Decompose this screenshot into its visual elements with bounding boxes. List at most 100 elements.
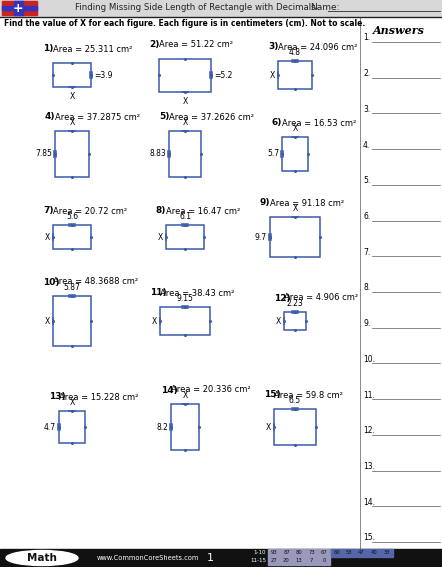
Bar bbox=[381, 549, 392, 557]
Text: 14): 14) bbox=[161, 386, 178, 395]
Text: X: X bbox=[158, 232, 163, 242]
Text: 2.23: 2.23 bbox=[286, 299, 303, 308]
Text: 47: 47 bbox=[358, 551, 365, 556]
Text: Area = 20.72 cm²: Area = 20.72 cm² bbox=[53, 206, 127, 215]
Text: 67: 67 bbox=[320, 551, 328, 556]
Bar bbox=[59, 411, 85, 443]
Text: Finding Missing Side Length of Rectangle with Decimals: Finding Missing Side Length of Rectangle… bbox=[75, 3, 315, 12]
Text: X: X bbox=[69, 92, 75, 101]
Text: Area = 4.906 cm²: Area = 4.906 cm² bbox=[284, 294, 358, 303]
Text: 5.7: 5.7 bbox=[267, 150, 279, 159]
Text: 4): 4) bbox=[45, 112, 56, 121]
Text: 13.: 13. bbox=[363, 462, 375, 471]
Text: 27: 27 bbox=[271, 558, 278, 564]
Bar bbox=[281, 549, 293, 557]
Text: X: X bbox=[292, 124, 297, 133]
Bar bbox=[368, 549, 380, 557]
Ellipse shape bbox=[6, 551, 78, 565]
Text: 11.: 11. bbox=[363, 391, 375, 400]
Text: www.CommonCoreSheets.com: www.CommonCoreSheets.com bbox=[97, 555, 199, 561]
Text: 15.: 15. bbox=[363, 534, 375, 543]
Bar bbox=[274, 409, 316, 445]
Text: 8.: 8. bbox=[363, 284, 370, 293]
Text: 12.: 12. bbox=[363, 426, 375, 435]
Text: 6.5: 6.5 bbox=[289, 396, 301, 405]
Bar bbox=[293, 557, 305, 565]
Bar bbox=[343, 549, 355, 557]
Bar bbox=[0, 0, 442, 16]
Text: X: X bbox=[276, 316, 281, 325]
Text: 1.: 1. bbox=[363, 33, 370, 43]
Text: 20: 20 bbox=[283, 558, 290, 564]
Text: =5.2: =5.2 bbox=[214, 70, 232, 79]
Bar bbox=[318, 557, 330, 565]
Text: X: X bbox=[183, 118, 187, 127]
Text: 8.2: 8.2 bbox=[156, 422, 168, 431]
Bar bbox=[278, 61, 312, 89]
Text: X: X bbox=[270, 70, 275, 79]
Text: 73: 73 bbox=[308, 551, 315, 556]
Text: 5): 5) bbox=[159, 112, 169, 121]
Text: 9.7: 9.7 bbox=[255, 232, 267, 242]
Text: 14.: 14. bbox=[363, 498, 375, 507]
Text: Area = 51.22 cm²: Area = 51.22 cm² bbox=[159, 40, 233, 49]
Text: +: + bbox=[13, 2, 23, 15]
Bar bbox=[159, 58, 211, 91]
Text: 2): 2) bbox=[149, 40, 160, 49]
Text: 9): 9) bbox=[260, 198, 271, 208]
Text: 6): 6) bbox=[272, 119, 282, 128]
Text: 9.15: 9.15 bbox=[176, 294, 194, 303]
Text: 53: 53 bbox=[346, 551, 352, 556]
Text: 40: 40 bbox=[371, 551, 377, 556]
Bar bbox=[355, 549, 367, 557]
Bar bbox=[55, 131, 89, 177]
Text: 1): 1) bbox=[43, 44, 53, 53]
Bar bbox=[305, 549, 317, 557]
Text: 10.: 10. bbox=[363, 355, 375, 364]
Bar bbox=[331, 549, 343, 557]
Text: Area = 16.47 cm²: Area = 16.47 cm² bbox=[166, 206, 240, 215]
Text: Area = 24.096 cm²: Area = 24.096 cm² bbox=[278, 43, 358, 52]
Text: 13): 13) bbox=[49, 392, 65, 401]
Text: Area = 25.311 cm²: Area = 25.311 cm² bbox=[53, 44, 132, 53]
Bar bbox=[268, 549, 280, 557]
Bar bbox=[169, 131, 201, 177]
Text: 5.87: 5.87 bbox=[64, 283, 80, 292]
Text: 6.1: 6.1 bbox=[179, 212, 191, 221]
Bar bbox=[2, 1, 37, 15]
Text: 87: 87 bbox=[283, 551, 290, 556]
Text: 60: 60 bbox=[333, 551, 340, 556]
Text: 4.7: 4.7 bbox=[44, 422, 56, 431]
Text: 6.: 6. bbox=[363, 212, 370, 221]
Text: Area = 37.2875 cm²: Area = 37.2875 cm² bbox=[55, 112, 140, 121]
Text: Area = 20.336 cm²: Area = 20.336 cm² bbox=[171, 386, 251, 395]
Bar bbox=[53, 296, 91, 346]
Text: 13: 13 bbox=[296, 558, 302, 564]
Bar bbox=[293, 549, 305, 557]
Bar bbox=[0, 549, 442, 567]
Text: =3.9: =3.9 bbox=[94, 70, 113, 79]
Bar bbox=[171, 404, 199, 450]
Text: Area = 37.2626 cm²: Area = 37.2626 cm² bbox=[169, 112, 254, 121]
Text: X: X bbox=[69, 398, 75, 407]
Text: Area = 59.8 cm²: Area = 59.8 cm² bbox=[274, 391, 343, 400]
Text: 7.85: 7.85 bbox=[35, 150, 52, 159]
Bar bbox=[2, 1, 37, 15]
Bar bbox=[270, 217, 320, 257]
Text: Answers: Answers bbox=[373, 24, 425, 36]
Text: 93: 93 bbox=[271, 551, 277, 556]
Bar bbox=[318, 549, 330, 557]
Text: 3.: 3. bbox=[363, 105, 370, 114]
Bar bbox=[53, 63, 91, 87]
Bar bbox=[305, 557, 317, 565]
Text: 11-15: 11-15 bbox=[250, 558, 266, 564]
Text: 1: 1 bbox=[206, 553, 213, 563]
Text: 1-10: 1-10 bbox=[254, 551, 266, 556]
Bar bbox=[14, 1, 23, 15]
Text: X: X bbox=[266, 422, 271, 431]
Text: 11): 11) bbox=[150, 289, 167, 298]
Text: X: X bbox=[69, 118, 75, 127]
Text: 10): 10) bbox=[43, 277, 60, 286]
Bar bbox=[2, 6, 37, 10]
Text: Name:: Name: bbox=[310, 3, 339, 12]
